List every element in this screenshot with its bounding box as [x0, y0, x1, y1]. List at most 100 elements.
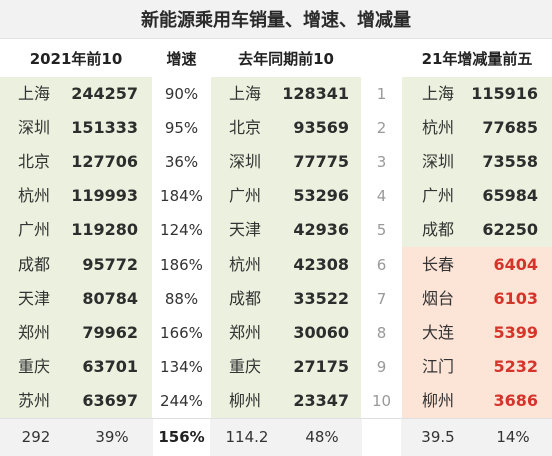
city-2021: 重庆: [18, 357, 51, 376]
band-rank: [362, 77, 401, 418]
sales-2021: 63701: [82, 357, 138, 376]
sales-last-year: 42936: [293, 220, 349, 239]
rank-number: 9: [376, 358, 387, 376]
increase-value: 62250: [482, 220, 538, 239]
city-increase: 长春: [422, 255, 455, 274]
city-increase: 广州: [422, 186, 455, 205]
increase-value: 73558: [482, 152, 538, 171]
city-last-year: 上海: [229, 84, 262, 103]
city-increase: 大连: [422, 323, 455, 342]
band-increase-bottom: [402, 247, 552, 418]
rank-number: 7: [376, 290, 387, 308]
city-2021: 天津: [18, 289, 51, 308]
growth-value: 244%: [160, 392, 203, 410]
sales-2021: 119993: [71, 186, 138, 205]
sales-last-year: 77775: [293, 152, 349, 171]
header-top10-2021: 2021年前10: [0, 39, 152, 77]
city-increase: 柳州: [422, 391, 455, 410]
rank-number: 8: [376, 324, 387, 342]
sales-2021: 95772: [82, 255, 138, 274]
city-last-year: 重庆: [229, 357, 262, 376]
sales-2021: 63697: [82, 391, 138, 410]
band-top10-2021: [0, 77, 152, 418]
growth-value: 166%: [160, 324, 203, 342]
sales-last-year: 128341: [282, 84, 349, 103]
sales-last-year: 42308: [293, 255, 349, 274]
growth-value: 36%: [164, 153, 199, 171]
city-last-year: 广州: [229, 186, 262, 205]
sales-2021: 79962: [82, 323, 138, 342]
city-last-year: 柳州: [229, 391, 262, 410]
city-2021: 郑州: [18, 323, 51, 342]
city-increase: 杭州: [422, 118, 455, 137]
sales-last-year: 53296: [293, 186, 349, 205]
rank-number: 10: [371, 392, 392, 410]
city-2021: 苏州: [18, 391, 51, 410]
summary-share-last: 48%: [305, 428, 339, 446]
growth-value: 124%: [160, 221, 203, 239]
growth-value: 90%: [164, 85, 199, 103]
header-last-year-top10: 去年同期前10: [211, 39, 361, 77]
city-last-year: 郑州: [229, 323, 262, 342]
summary-total-2021: 292: [21, 428, 51, 446]
increase-value: 5399: [493, 323, 538, 342]
growth-value: 134%: [160, 358, 203, 376]
sales-2021: 244257: [71, 84, 138, 103]
growth-value: 95%: [164, 119, 199, 137]
sales-last-year: 27175: [293, 357, 349, 376]
growth-value: 88%: [164, 290, 199, 308]
summary-inc-share: 14%: [496, 428, 530, 446]
city-last-year: 深圳: [229, 152, 262, 171]
header-increase-top5: 21年增减量前五: [402, 39, 552, 77]
band-last-year: [211, 77, 361, 418]
summary-inc-total: 39.5: [421, 428, 455, 446]
summary-share-2021: 39%: [95, 428, 129, 446]
city-last-year: 成都: [229, 289, 262, 308]
city-2021: 深圳: [18, 118, 51, 137]
sales-last-year: 93569: [293, 118, 349, 137]
summary-total-last: 114.2: [225, 428, 269, 446]
sales-2021: 119280: [71, 220, 138, 239]
rank-number: 6: [376, 256, 387, 274]
rank-number: 4: [376, 187, 387, 205]
sales-last-year: 30060: [293, 323, 349, 342]
city-2021: 北京: [18, 152, 51, 171]
growth-value: 184%: [160, 187, 203, 205]
sales-2021: 127706: [71, 152, 138, 171]
band-growth: [153, 77, 210, 418]
city-2021: 上海: [18, 84, 51, 103]
increase-value: 6404: [493, 255, 538, 274]
summary-growth-total: 156%: [158, 428, 205, 446]
increase-value: 6103: [493, 289, 538, 308]
rank-number: 1: [376, 85, 387, 103]
rank-number: 5: [376, 221, 387, 239]
sales-2021: 80784: [82, 289, 138, 308]
city-last-year: 天津: [229, 220, 262, 239]
city-2021: 成都: [18, 255, 51, 274]
city-increase: 上海: [422, 84, 455, 103]
sales-last-year: 23347: [293, 391, 349, 410]
band-increase-top: [402, 77, 552, 247]
city-last-year: 北京: [229, 118, 262, 137]
growth-value: 186%: [160, 256, 203, 274]
city-last-year: 杭州: [229, 255, 262, 274]
increase-value: 115916: [471, 84, 538, 103]
table-title: 新能源乘用车销量、增速、增减量: [0, 0, 552, 39]
summary-row: 292 39% 156% 114.2 48% 39.5 14%: [0, 418, 552, 456]
sales-2021: 151333: [71, 118, 138, 137]
header-growth: 增速: [153, 39, 210, 77]
city-2021: 杭州: [18, 186, 51, 205]
rank-number: 2: [376, 119, 387, 137]
city-increase: 成都: [422, 220, 455, 239]
city-2021: 广州: [18, 220, 51, 239]
sales-last-year: 33522: [293, 289, 349, 308]
increase-value: 5232: [493, 357, 538, 376]
increase-value: 65984: [482, 186, 538, 205]
city-increase: 深圳: [422, 152, 455, 171]
city-increase: 烟台: [422, 289, 455, 308]
increase-value: 3686: [493, 391, 538, 410]
increase-value: 77685: [482, 118, 538, 137]
city-increase: 江门: [422, 357, 455, 376]
rank-number: 3: [376, 153, 387, 171]
